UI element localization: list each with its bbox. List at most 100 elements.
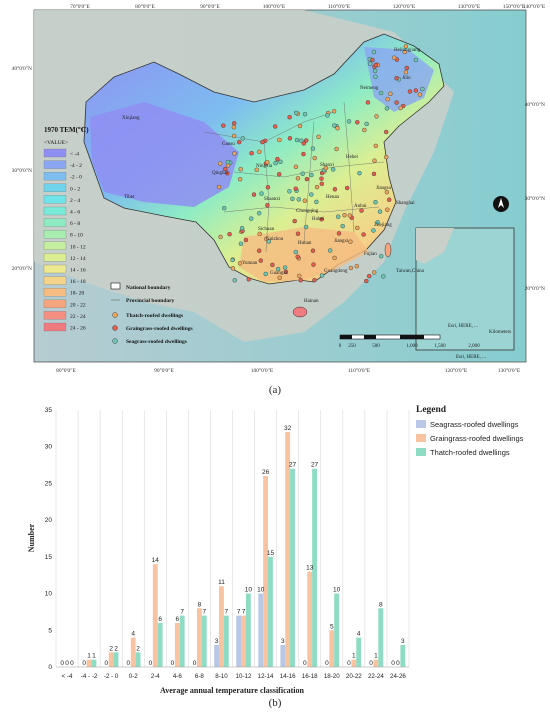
- dwelling-marker: [388, 91, 393, 97]
- dwelling-marker: [384, 106, 390, 111]
- bar-graingrass-roofed-dwellings-5: [174, 622, 180, 667]
- dwelling-marker: [265, 159, 270, 165]
- province-label: Jilin: [402, 76, 411, 81]
- caption-a: (a): [268, 384, 282, 396]
- temp-class-swatch: [43, 230, 67, 239]
- lon-label-bottom: 90°0'0"E: [154, 367, 174, 374]
- national-boundary-label: National boundary: [126, 285, 171, 291]
- dwelling-marker: [394, 100, 399, 105]
- dwelling-marker: [263, 271, 268, 277]
- dwelling-marker: [293, 164, 299, 170]
- temp-class-label: 24 - 26: [70, 326, 86, 332]
- dwelling-marker: [218, 234, 223, 240]
- dwelling-marker: [283, 269, 289, 275]
- dwelling-marker: [302, 111, 308, 117]
- dwelling-marker: [346, 119, 352, 124]
- temp-class-label: 4 - 6: [70, 210, 80, 216]
- scale-value: 1,000: [406, 344, 418, 349]
- province-label: Heilongjiang: [394, 48, 421, 53]
- dwelling-marker: [217, 161, 223, 166]
- province-label: Jiangsu: [376, 186, 392, 191]
- temp-class-label: 12 - 14: [70, 256, 86, 262]
- chart-gridlines: [55, 410, 410, 667]
- province-label: Henan: [326, 195, 340, 200]
- lat-labels-left: 40°0'0"N 30°0'0"N 20°0'0"N: [12, 65, 32, 272]
- lon-label-top: 90°0'0"E: [200, 3, 220, 10]
- lon-label-bottom: 110°0'0"E: [348, 367, 371, 374]
- temp-class-label: 16 - 18: [70, 279, 86, 285]
- x-category-label: 6-8: [195, 673, 205, 680]
- province-label: Zhejiang: [374, 223, 392, 228]
- x-category-label: 8-10: [215, 673, 228, 680]
- temp-class-label: 20 - 22: [70, 302, 86, 308]
- dwelling-marker: [323, 165, 328, 171]
- bar-thatch-roofed-dwellings-2: [113, 652, 119, 667]
- province-label: Guizhou: [266, 237, 284, 242]
- dwelling-marker: [316, 134, 321, 140]
- dwelling-marker: [384, 129, 389, 135]
- dwelling-marker: [372, 158, 377, 163]
- temperature-legend: 1970 TEM(℃) <VALUE> < -4 -4 - 2 -2 - 0 0 - …: [43, 126, 89, 332]
- bar-seagrass-roofed-dwellings-7: [214, 644, 220, 667]
- dwelling-marker: [295, 176, 301, 181]
- dwelling-marker: [394, 75, 399, 81]
- temp-class-swatch: [43, 183, 67, 192]
- dwelling-marker: [227, 231, 232, 237]
- dwelling-marker: [319, 176, 324, 181]
- dwelling-marker: [287, 189, 292, 194]
- bar-value-label: 6: [176, 616, 180, 623]
- dwelling-marker: [232, 151, 237, 156]
- lon-label-top: 140°0'0"E: [523, 3, 546, 10]
- dwelling-marker: [325, 113, 330, 118]
- dwelling-marker: [328, 248, 333, 253]
- graingrass-legend-label: Graingrass-roofed dwellings: [126, 326, 193, 332]
- thatch-marker-swatch: [112, 312, 118, 318]
- dwelling-marker: [277, 137, 282, 143]
- dwelling-marker: [243, 237, 249, 243]
- scale-value: 2,000: [468, 344, 480, 349]
- bar-value-label: 0: [127, 660, 131, 667]
- dwelling-marker: [292, 218, 297, 224]
- dwelling-marker: [256, 210, 262, 216]
- dwelling-marker: [319, 273, 325, 278]
- seagrass-marker-swatch: [112, 338, 118, 344]
- dwelling-marker: [403, 44, 409, 49]
- dwelling-marker: [373, 199, 378, 205]
- x-category-label: 12-14: [258, 673, 274, 680]
- dwelling-marker: [413, 57, 419, 63]
- bar-value-label: 13: [306, 565, 314, 572]
- credit-1: Esri, HERE, ...: [448, 324, 478, 329]
- dwelling-marker: [304, 138, 309, 143]
- dwelling-marker: [231, 120, 237, 126]
- dwelling-marker: [297, 273, 302, 279]
- lat-label-right: 30°0'0"N: [525, 195, 545, 202]
- dwelling-marker: [312, 277, 317, 283]
- dwelling-marker: [246, 277, 252, 282]
- dwelling-marker: [364, 278, 369, 284]
- lon-labels-bottom: 80°0'0"E 90°0'0"E 100°0'0"E 110°0'0"E 120°0'…: [56, 367, 521, 374]
- dwelling-marker: [275, 266, 281, 272]
- dwelling-marker: [371, 171, 377, 177]
- temp-class-label: -2 - 0: [70, 175, 82, 181]
- bar-value-label: 0: [60, 660, 64, 667]
- scale-labels: 0 250 500 1,000 1,500 2,000: [339, 344, 480, 349]
- bar-thatch-roofed-dwellings-14: [378, 608, 384, 667]
- dwelling-marker: [373, 74, 378, 79]
- bar-thatch-roofed-dwellings-7: [223, 615, 229, 667]
- dwelling-marker: [310, 248, 316, 253]
- bar-graingrass-roofed-dwellings-12: [329, 630, 335, 667]
- province-label: Chongqing: [296, 209, 319, 214]
- dwelling-marker: [403, 69, 409, 75]
- province-label: Hebei: [346, 155, 359, 160]
- bar-value-label: 0: [347, 660, 351, 667]
- temp-class-swatch: [43, 148, 67, 158]
- y-tick-label: 5: [48, 627, 52, 634]
- temp-class-swatch: [43, 206, 67, 216]
- dwelling-marker: [304, 176, 310, 182]
- province-label: Anhui: [354, 204, 367, 209]
- bar-value-label: 0: [65, 660, 69, 667]
- temp-class-label: 2 - 4: [70, 198, 80, 204]
- bar-thatch-roofed-dwellings-5: [179, 615, 185, 667]
- lat-label-right: 20°0'0"N: [525, 285, 545, 292]
